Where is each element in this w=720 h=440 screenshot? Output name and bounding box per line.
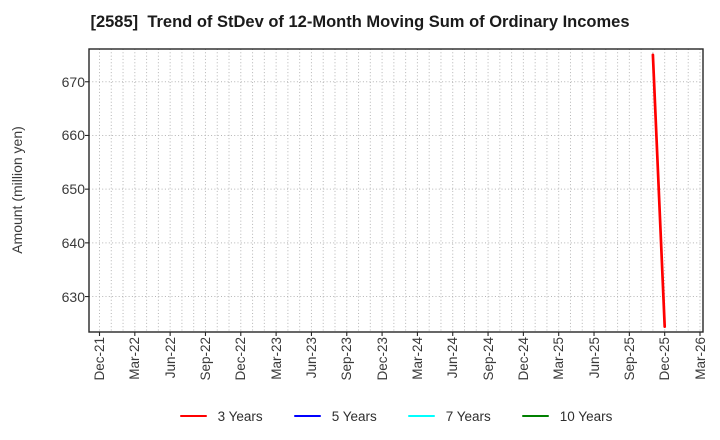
legend-label-7-years: 7 Years <box>445 408 491 424</box>
chart-title: [2585] Trend of StDev of 12-Month Moving… <box>90 13 630 31</box>
x-tick-label: Sep-25 <box>621 337 637 381</box>
x-tick-label: Dec-21 <box>92 337 107 381</box>
legend-label-10-years: 10 Years <box>559 408 613 424</box>
x-tick-label: Dec-22 <box>233 337 249 381</box>
y-tick-label: 630 <box>61 288 85 305</box>
y-tick-label: 650 <box>61 181 85 198</box>
y-tick-label: 640 <box>61 234 85 251</box>
legend-label-3-years: 3 Years <box>217 408 263 424</box>
x-tick-label: Mar-23 <box>268 337 284 380</box>
x-tick-label: Dec-24 <box>515 337 531 381</box>
x-tick-label: Jun-25 <box>586 337 602 379</box>
x-tick-label: Mar-24 <box>409 337 425 380</box>
legend-line-icon-7-years <box>407 414 435 418</box>
x-tick-label: Jun-24 <box>445 337 461 379</box>
x-tick-label: Jun-22 <box>162 337 178 379</box>
x-tick-label: Mar-25 <box>551 337 567 380</box>
legend-label-5-years: 5 Years <box>331 408 377 424</box>
legend-line-icon-3-years <box>179 414 207 418</box>
legend-item-7-years: 7 Years <box>407 408 491 424</box>
y-tick-label: 670 <box>61 73 85 90</box>
x-tick-label: Sep-24 <box>480 337 496 381</box>
x-tick-label: Mar-26 <box>692 337 708 380</box>
x-tick-label: Mar-22 <box>127 337 143 380</box>
legend-item-5-years: 5 Years <box>293 408 377 424</box>
y-tick-label: 660 <box>61 127 85 144</box>
plot-border <box>88 48 704 333</box>
x-tick-label: Dec-23 <box>374 337 390 381</box>
legend-line-icon-5-years <box>293 414 321 418</box>
x-tick-label: Sep-23 <box>339 337 355 381</box>
legend-item-3-years: 3 Years <box>179 408 263 424</box>
x-tick-label: Jun-23 <box>303 337 319 379</box>
legend-item-10-years: 10 Years <box>521 408 613 424</box>
legend: 3 Years 5 Years 7 Years 10 Years <box>89 406 703 426</box>
x-tick-label: Dec-25 <box>657 337 673 381</box>
legend-line-icon-10-years <box>521 414 549 418</box>
series-line-3-years <box>651 53 667 328</box>
x-tick-label: Sep-22 <box>197 337 213 381</box>
